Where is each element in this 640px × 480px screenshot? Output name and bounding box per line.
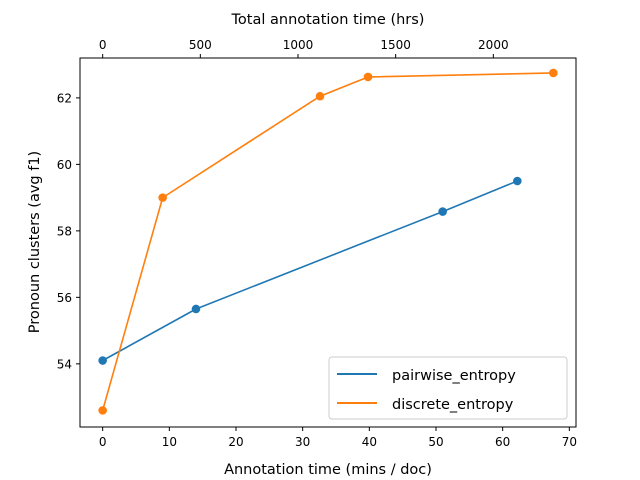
x-tick-label: 60 — [495, 435, 510, 449]
legend: pairwise_entropy discrete_entropy — [328, 356, 568, 420]
legend-label-pairwise-entropy: pairwise_entropy — [392, 368, 516, 384]
x-tick-label: 10 — [162, 435, 177, 449]
data-point-pairwise-entropy — [438, 207, 447, 216]
x-tick-label: 70 — [562, 435, 577, 449]
data-point-discrete-entropy — [158, 193, 167, 202]
x-tick-label: 30 — [295, 435, 310, 449]
top-x-tick-label: 1000 — [283, 38, 314, 52]
y-tick-label: 54 — [57, 357, 72, 371]
data-point-discrete-entropy — [315, 91, 325, 101]
y-axis-label: Pronoun clusters (avg f1) — [27, 151, 43, 333]
x-tick-label: 50 — [428, 435, 443, 449]
x-tick-label: 40 — [362, 435, 377, 449]
bottom-x-ticks: 0 10 20 30 40 50 60 70 — [99, 427, 577, 449]
series-layer — [98, 68, 558, 415]
data-point-pairwise-entropy — [191, 304, 201, 314]
x-axis-label: Annotation time (mins / doc) — [224, 462, 432, 478]
data-point-discrete-entropy — [98, 406, 107, 415]
x-tick-label: 20 — [228, 435, 243, 449]
series-line-pairwise-entropy — [102, 180, 518, 362]
top-x-tick-label: 2000 — [478, 38, 509, 52]
legend-box — [328, 356, 568, 420]
legend-label-discrete-entropy: discrete_entropy — [392, 397, 514, 413]
y-tick-label: 56 — [57, 291, 72, 305]
top-x-tick-label: 0 — [99, 38, 107, 52]
y-tick-label: 58 — [57, 224, 72, 238]
plot-area — [79, 57, 577, 428]
plot-frame — [79, 57, 577, 428]
x-tick-label: 0 — [99, 435, 107, 449]
top-x-ticks: 0 500 1000 1500 2000 — [99, 38, 509, 58]
y-tick-label: 60 — [57, 158, 72, 172]
data-point-discrete-entropy — [549, 68, 558, 78]
data-point-discrete-entropy — [363, 72, 373, 82]
data-point-pairwise-entropy — [513, 176, 522, 186]
y-ticks: 54 56 58 60 62 — [57, 91, 80, 371]
top-x-tick-label: 500 — [189, 38, 212, 52]
top-x-tick-label: 1500 — [380, 38, 411, 52]
y-tick-label: 62 — [57, 91, 72, 105]
top-x-axis-label: Total annotation time (hrs) — [231, 12, 425, 28]
data-point-pairwise-entropy — [98, 356, 107, 365]
